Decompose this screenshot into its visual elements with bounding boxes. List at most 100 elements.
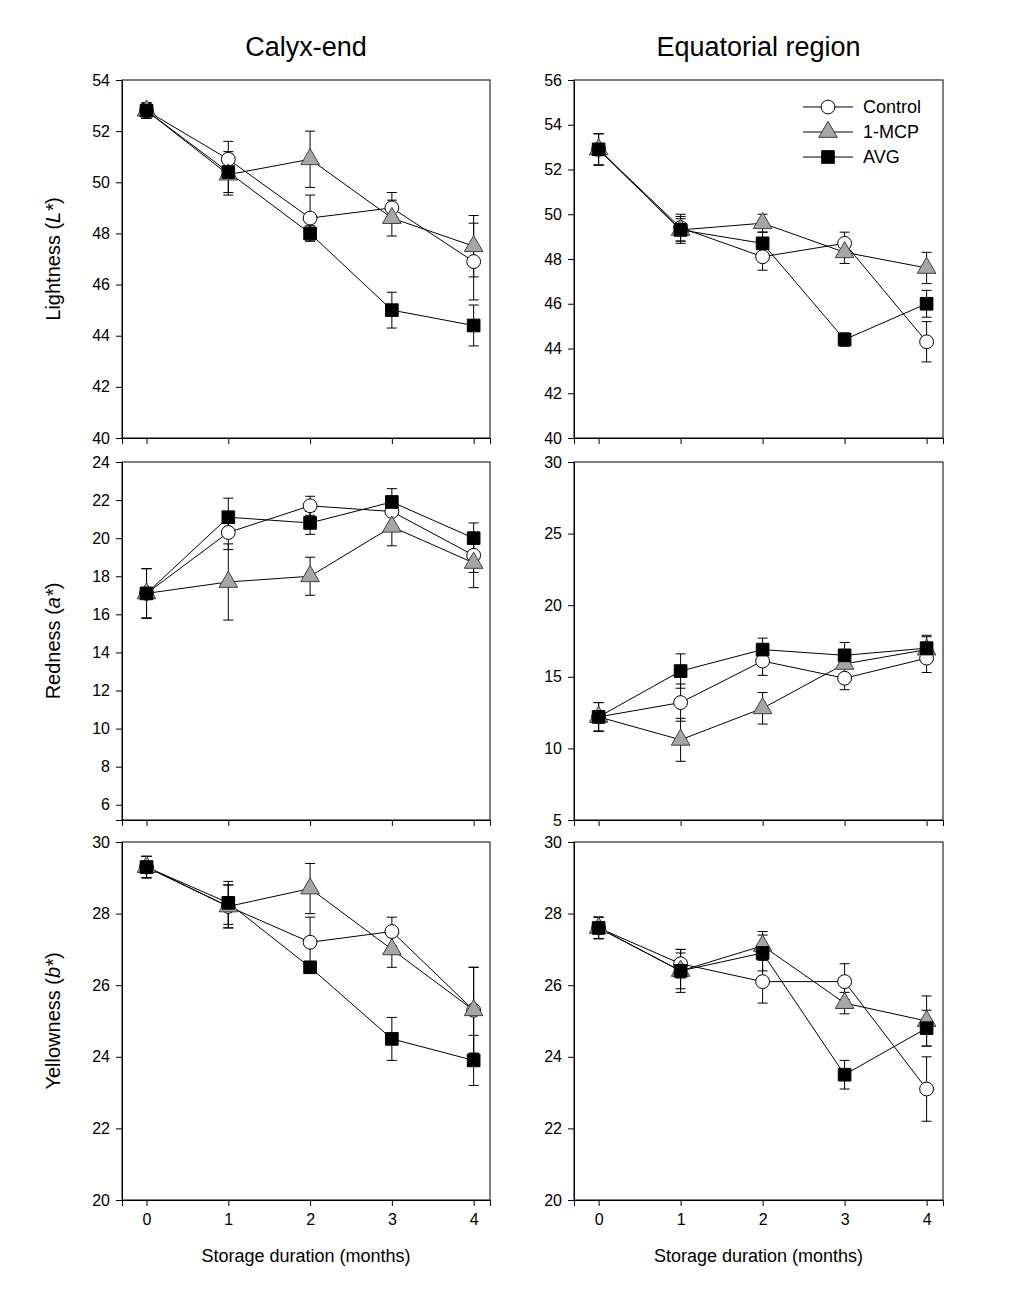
y-tick: 10 xyxy=(544,740,574,757)
x-axis xyxy=(575,820,944,826)
x-axis xyxy=(123,820,491,826)
tick-mark xyxy=(568,349,574,350)
data-point xyxy=(838,671,852,685)
x-tick xyxy=(228,438,229,444)
data-point xyxy=(753,212,772,228)
plot-area xyxy=(589,917,936,1121)
x-tick xyxy=(474,820,475,826)
error-cap xyxy=(758,675,768,676)
error-cap xyxy=(469,299,479,300)
tick-label: 54 xyxy=(92,72,110,89)
tick-mark xyxy=(599,820,600,826)
tick-mark xyxy=(116,336,122,337)
x-tick: 2 xyxy=(759,1200,768,1228)
data-point xyxy=(671,219,690,235)
tick-mark xyxy=(568,304,574,305)
tick-mark xyxy=(845,438,846,444)
y-tick: 25 xyxy=(544,525,574,542)
data-point xyxy=(589,139,608,155)
tick-mark xyxy=(116,1200,122,1201)
data-point xyxy=(592,710,606,724)
tick-label: 20 xyxy=(92,530,110,547)
data-point xyxy=(592,922,605,935)
error-cap xyxy=(922,317,932,318)
tick-mark xyxy=(116,80,122,81)
error-cap xyxy=(142,618,152,619)
series-line xyxy=(599,149,927,341)
error-cap xyxy=(305,534,315,535)
error-cap xyxy=(305,595,315,596)
error-cap xyxy=(142,568,152,569)
axis-line xyxy=(568,843,575,1201)
tick-mark xyxy=(147,438,148,444)
error-cap xyxy=(676,761,686,762)
error-cap xyxy=(594,938,604,939)
error-cap xyxy=(469,276,479,277)
data-point xyxy=(140,586,154,600)
y-tick: 30 xyxy=(544,834,574,851)
error-cap xyxy=(305,195,315,196)
tick-mark xyxy=(116,576,122,577)
axis-line xyxy=(575,821,944,827)
axis-line xyxy=(116,81,123,439)
tick-mark xyxy=(568,1200,574,1201)
error-cap xyxy=(594,938,604,939)
error-cap xyxy=(469,967,479,968)
tick-mark xyxy=(568,914,574,915)
tick-mark xyxy=(116,438,122,439)
tick-mark xyxy=(599,438,600,444)
data-point xyxy=(219,571,238,587)
error-cap xyxy=(469,1085,479,1086)
tick-label: 48 xyxy=(92,225,110,242)
error-cap xyxy=(676,949,686,950)
tick-label: 46 xyxy=(544,295,562,312)
error-cap xyxy=(142,568,152,569)
series-line xyxy=(599,928,927,1075)
legend-label: Control xyxy=(863,97,921,117)
panel: 4042444648505254Calyx-endLightness (L*) xyxy=(42,32,491,447)
tick-label: 28 xyxy=(544,905,562,922)
tick-label: 3 xyxy=(388,1211,397,1228)
error-cap xyxy=(840,963,850,964)
data-point xyxy=(838,333,851,346)
tick-label: 20 xyxy=(92,1192,110,1209)
x-tick xyxy=(310,820,311,826)
legend-item: AVG xyxy=(803,147,900,167)
tick-label: 52 xyxy=(92,123,110,140)
y-tick: 22 xyxy=(92,492,122,509)
data-point xyxy=(140,104,154,118)
data-point xyxy=(592,142,606,156)
x-tick xyxy=(310,438,311,444)
error-cap xyxy=(758,724,768,725)
series-line xyxy=(147,111,474,247)
tick-mark xyxy=(568,534,574,535)
tick-mark xyxy=(568,125,574,126)
tick-label: 16 xyxy=(92,606,110,623)
x-tick xyxy=(474,438,475,444)
data-point xyxy=(137,100,156,116)
error-cap xyxy=(758,232,768,233)
tick-label: 4 xyxy=(923,1211,932,1228)
data-point xyxy=(671,960,690,976)
tick-mark xyxy=(568,985,574,986)
y-tick: 54 xyxy=(544,116,574,133)
tick-mark xyxy=(147,1200,148,1206)
error-cap xyxy=(840,232,850,233)
series-line xyxy=(147,506,474,594)
legend-marker xyxy=(822,151,835,164)
tick-label: 42 xyxy=(92,378,110,395)
y-axis: 404244464850525456 xyxy=(544,72,574,447)
x-tick xyxy=(681,820,682,826)
x-tick xyxy=(681,438,682,444)
error-cap xyxy=(922,995,932,996)
tick-mark xyxy=(228,1200,229,1206)
y-axis: 51015202530 xyxy=(544,454,574,829)
error-cap xyxy=(223,192,233,193)
tick-mark xyxy=(845,820,846,826)
error-cap xyxy=(142,877,152,878)
tick-label: 40 xyxy=(92,430,110,447)
data-point xyxy=(222,166,235,179)
error-cap xyxy=(758,1003,768,1004)
x-tick xyxy=(228,820,229,826)
tick-mark xyxy=(116,652,122,653)
